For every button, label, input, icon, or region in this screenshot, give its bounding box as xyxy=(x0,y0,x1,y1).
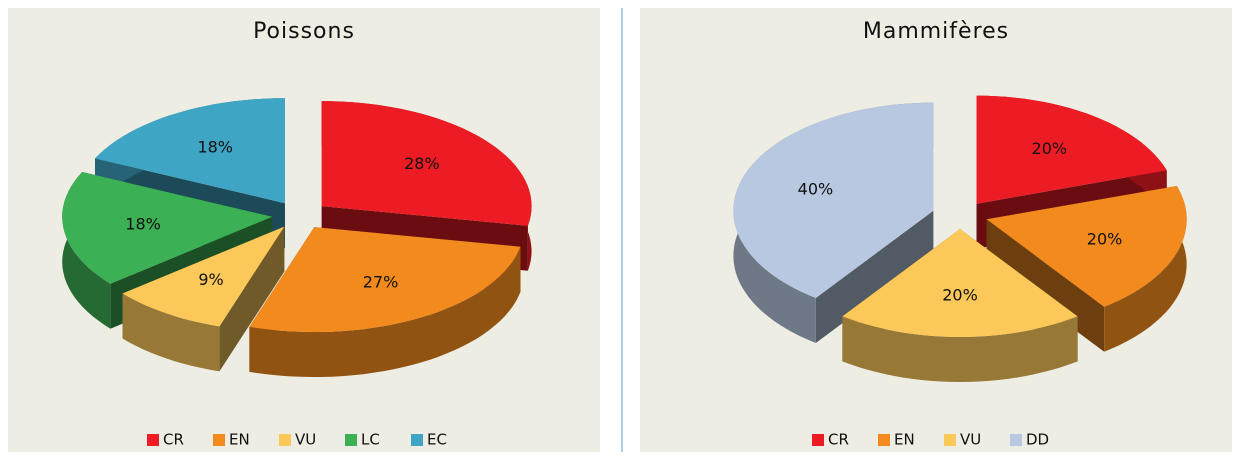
pie-slice xyxy=(122,226,285,327)
data-label: 18% xyxy=(197,138,233,157)
chart-title: Mammifères xyxy=(863,19,1009,44)
legend-swatch xyxy=(213,434,225,446)
legend-swatch xyxy=(345,434,357,446)
data-label: 20% xyxy=(1087,230,1123,249)
legend-label: EC xyxy=(427,431,447,449)
slice-wall xyxy=(122,293,220,372)
pie-slice xyxy=(321,101,532,226)
pie-slice xyxy=(249,227,521,332)
data-label: 20% xyxy=(942,285,978,304)
legend-label: CR xyxy=(163,431,184,449)
pie-chart: Poissons 28% 27% 9% 18% 18% CR EN VU LC EC xyxy=(62,19,532,449)
legend-swatch xyxy=(944,434,956,446)
data-label: 18% xyxy=(125,214,161,233)
legend-label: DD xyxy=(1026,431,1049,449)
data-label: 40% xyxy=(798,179,834,198)
legend-label: VU xyxy=(295,431,316,449)
data-label: 28% xyxy=(404,154,440,173)
data-label: 20% xyxy=(1032,139,1068,158)
pie-slice xyxy=(62,172,273,284)
pie-chart: Mammifères 20% 20% 20% 40% CR EN VU DD xyxy=(733,19,1187,449)
pie-slice xyxy=(842,229,1078,337)
legend-label: VU xyxy=(960,431,981,449)
slice-wall xyxy=(249,246,521,377)
legend-label: EN xyxy=(229,431,250,449)
legend-label: LC xyxy=(361,431,380,449)
pie-slice xyxy=(733,102,934,298)
legend-swatch xyxy=(812,434,824,446)
legend-label: EN xyxy=(894,431,915,449)
legend-swatch xyxy=(411,434,423,446)
pie-slice xyxy=(986,186,1187,307)
legend-swatch xyxy=(1010,434,1022,446)
pie-slice xyxy=(95,98,285,204)
legend-swatch xyxy=(147,434,159,446)
chart-title: Poissons xyxy=(253,19,355,44)
data-label: 9% xyxy=(198,270,223,289)
legend-swatch xyxy=(279,434,291,446)
pie-slice xyxy=(976,95,1167,204)
slice-side xyxy=(815,210,934,343)
legend-swatch xyxy=(878,434,890,446)
data-label: 27% xyxy=(363,273,399,292)
slice-wall xyxy=(842,316,1078,382)
slice-wall xyxy=(1104,186,1187,352)
legend-label: CR xyxy=(828,431,849,449)
